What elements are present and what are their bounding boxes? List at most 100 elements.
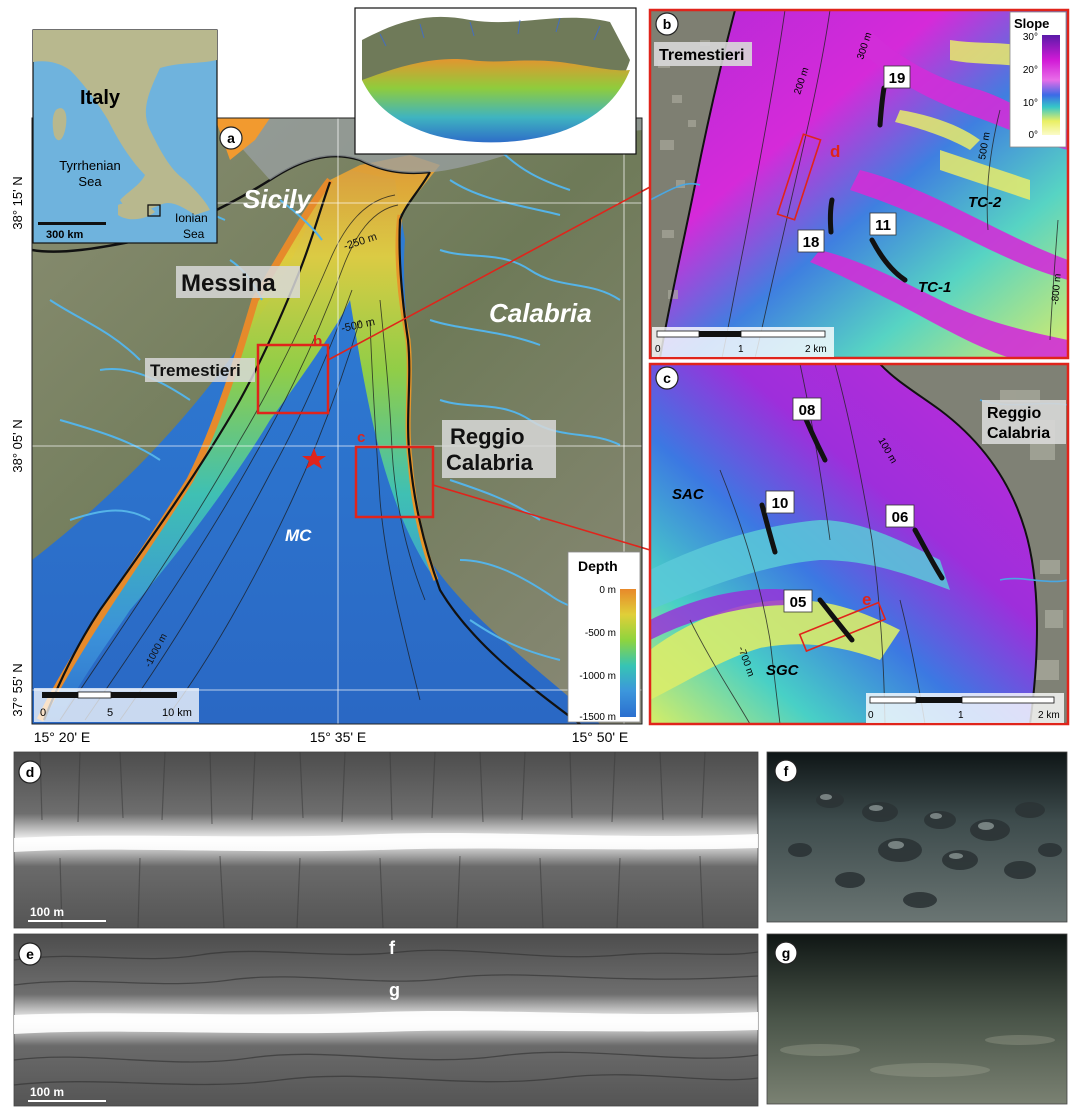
panel-b-letter: b xyxy=(663,16,672,32)
inset-italy-land xyxy=(33,30,217,215)
panel-b-badge xyxy=(655,12,679,36)
label-sicily: Sicily xyxy=(243,184,312,214)
inset-label-italy: Italy xyxy=(80,87,121,109)
label-reggio-2: Calabria xyxy=(446,450,534,475)
slope-tick-30: 30° xyxy=(1023,32,1038,43)
italy-inset: Italy Tyrrhenian Sea Ionian Sea 300 km xyxy=(32,29,218,244)
scale-c-2: 2 km xyxy=(1038,710,1060,721)
track-10 xyxy=(759,502,778,555)
panel-e-mark-f: f xyxy=(389,938,396,958)
scale-a-5: 5 xyxy=(107,707,113,719)
depth-legend: Depth 0 m -500 m -1000 m -1500 m xyxy=(567,551,641,723)
box-d-outline xyxy=(776,133,822,221)
lon-label-3: 15° 50' E xyxy=(572,729,629,745)
site-10-label: 10 xyxy=(772,495,789,512)
contour-b-500: 500 m xyxy=(977,131,993,160)
strait-bathymetry xyxy=(40,155,440,720)
depth-tick-0: 0 m xyxy=(599,585,616,596)
panel-f-letter: f xyxy=(784,763,789,779)
scale-b-1: 1 xyxy=(738,344,744,355)
track-18 xyxy=(827,197,835,235)
channel-tc1: TC-1 xyxy=(918,279,951,296)
panel-c-scalebar: 0 1 2 km xyxy=(866,693,1064,723)
box-b-label: b xyxy=(313,333,322,350)
slope-tick-10: 10° xyxy=(1023,98,1038,109)
connector-c xyxy=(432,484,651,551)
track-19 xyxy=(877,85,887,128)
inset-sicily xyxy=(118,202,155,220)
sicily-shelf-rim xyxy=(36,177,333,722)
contour-b-800: -800 m xyxy=(1050,273,1064,305)
panel-d-scalebar xyxy=(28,920,106,922)
label-tremestieri: Tremestieri xyxy=(150,361,241,380)
scale-a-0: 0 xyxy=(40,707,46,719)
panel-c-letter: c xyxy=(663,370,671,386)
lat-label-2: 38° 05' N xyxy=(10,419,25,472)
slope-tick-0: 0° xyxy=(1028,130,1038,141)
panel-e-letter: e xyxy=(26,946,34,962)
perspective-inset xyxy=(354,7,637,155)
depth-tick-1000: -1000 m xyxy=(579,671,616,682)
sicily-coastline xyxy=(42,181,332,721)
panel-d-scale-label: 100 m xyxy=(30,905,64,919)
inset-label-ionian-2: Sea xyxy=(183,227,205,241)
site-19-label: 19 xyxy=(889,70,906,87)
channel-sac: SAC xyxy=(672,486,705,503)
site-11-box xyxy=(869,212,897,236)
panel-a-scalebar: 0 5 10 km xyxy=(34,688,199,722)
label-messina: Messina xyxy=(181,270,276,297)
panel-d-letter: d xyxy=(26,764,35,780)
inset-scale-label: 300 km xyxy=(46,229,84,241)
panel-e-scalebar xyxy=(28,1100,106,1102)
panel-b-place-bg xyxy=(654,42,752,66)
site-06-label: 06 xyxy=(892,509,909,526)
site-08-box xyxy=(792,397,822,421)
panel-d-sonar xyxy=(13,751,759,929)
lon-label-1: 15° 20' E xyxy=(34,729,91,745)
slope-legend-title: Slope xyxy=(1014,16,1049,31)
box-c-label: c xyxy=(357,429,365,446)
label-tremestieri-bg xyxy=(145,358,255,382)
site-18-label: 18 xyxy=(803,234,820,251)
inset-sardinia xyxy=(52,108,67,141)
scale-c-1: 1 xyxy=(958,710,964,721)
panel-c-badge xyxy=(655,366,679,390)
panel-c-place-bg xyxy=(982,400,1066,444)
lat-label-1: 38° 15' N xyxy=(10,176,25,229)
site-18-box xyxy=(797,229,825,253)
slope-legend: Slope 30° 20° 10° 0° xyxy=(1009,11,1067,148)
panel-b-frame xyxy=(648,8,1070,360)
scale-c-0: 0 xyxy=(868,710,874,721)
track-06 xyxy=(912,527,945,581)
inset-locator-box xyxy=(147,204,161,217)
panel-a-frame xyxy=(31,117,643,725)
depth-tick-500: -500 m xyxy=(585,628,616,639)
panel-b-scalebar: 0 1 2 km xyxy=(652,327,834,357)
panel-c-place-2: Calabria xyxy=(987,425,1050,442)
panel-f-photo xyxy=(766,751,1068,923)
panel-c-land xyxy=(880,364,1068,724)
label-reggio-bg xyxy=(442,420,556,478)
panel-c-place-1: Reggio xyxy=(987,405,1041,422)
lon-label-2: 15° 35' E xyxy=(310,729,367,745)
box-d-label: d xyxy=(830,142,840,161)
scale-a-10: 10 km xyxy=(162,707,192,719)
scale-b-0: 0 xyxy=(655,344,661,355)
inset-label-tyrrhenian-1: Tyrrhenian xyxy=(59,158,120,173)
inset-label-ionian-1: Ionian xyxy=(175,211,208,225)
panel-d-badge xyxy=(18,760,42,784)
site-05-label: 05 xyxy=(790,594,807,611)
ionian-sea xyxy=(32,170,600,724)
panel-e-badge xyxy=(18,942,42,966)
box-c-outline xyxy=(354,445,435,519)
depth-colorbar xyxy=(620,589,636,717)
channel-sgc: SGC xyxy=(766,662,800,679)
site-19-box xyxy=(883,65,911,89)
label-reggio-1: Reggio xyxy=(450,424,525,449)
star-marker xyxy=(302,448,326,469)
panel-a-badge xyxy=(219,126,243,150)
scale-b-2: 2 km xyxy=(805,344,827,355)
inset-label-tyrrhenian-2: Sea xyxy=(78,174,102,189)
label-mc: MC xyxy=(285,526,312,545)
